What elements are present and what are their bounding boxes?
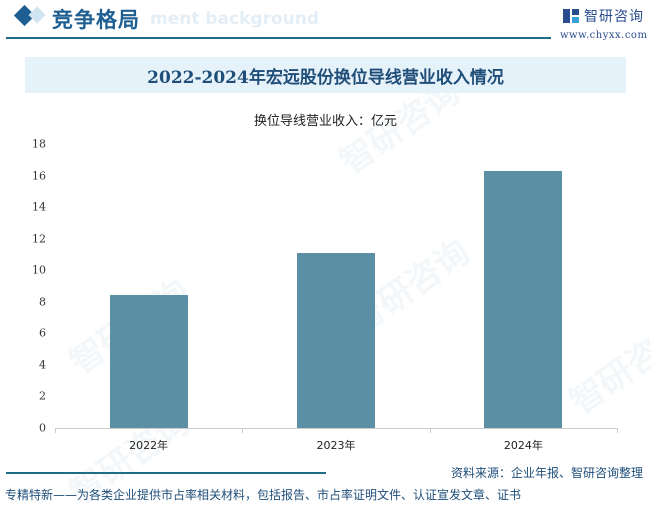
y-tick-label: 8 xyxy=(39,295,46,309)
y-tick-label: 18 xyxy=(32,137,46,151)
y-tick-label: 14 xyxy=(32,200,46,214)
source-text: 资料来源：企业年报、智研咨询整理 xyxy=(450,466,643,480)
y-tick-label: 0 xyxy=(39,421,46,435)
x-tick-label: 2023年 xyxy=(316,439,356,452)
x-axis-line xyxy=(55,428,617,429)
footer-note: 专精特新——为各类企业提供市占率相关材料，包括报告、市占率证明文件、认证宣发文章… xyxy=(5,488,522,502)
header-divider xyxy=(6,37,551,39)
x-tick-mark xyxy=(429,428,431,433)
logo-text: 智研咨询 xyxy=(584,9,644,25)
section-title: 竞争格局 xyxy=(52,7,140,32)
y-tick-label: 4 xyxy=(39,358,46,372)
footer-divider xyxy=(6,472,326,474)
brand-logo: 智研咨询 xyxy=(563,6,644,26)
y-tick-label: 16 xyxy=(32,169,46,183)
logo-icon xyxy=(563,9,579,23)
diamond-accent-icon xyxy=(28,6,46,24)
bar-2023年 xyxy=(297,252,375,428)
x-tick-mark xyxy=(242,428,244,433)
watermark: 智研咨询 xyxy=(562,311,651,423)
bar-2022年 xyxy=(109,295,188,428)
chart-title: 2022-2024年宏远股份换位导线营业收入情况 xyxy=(147,67,504,88)
y-tick-label: 10 xyxy=(32,263,46,277)
section-ghost-text: ment background xyxy=(150,9,320,29)
y-tick-label: 12 xyxy=(32,232,46,246)
x-tick-mark xyxy=(55,428,56,433)
chart-unit-label: 换位导线营业收入：亿元 xyxy=(253,114,397,129)
x-tick-mark xyxy=(617,428,618,433)
y-tick-label: 6 xyxy=(39,326,46,340)
chart-title-band: 2022-2024年宏远股份换位导线营业收入情况 xyxy=(25,57,626,93)
y-tick-label: 2 xyxy=(39,389,46,403)
logo-url: www.chyxx.com xyxy=(560,30,648,41)
bar-2024年 xyxy=(484,170,563,428)
x-tick-label: 2022年 xyxy=(129,439,169,452)
page-header: ment background 竞争格局 智研咨询 www.chyxx.com xyxy=(0,0,651,45)
x-tick-label: 2024年 xyxy=(503,439,543,452)
